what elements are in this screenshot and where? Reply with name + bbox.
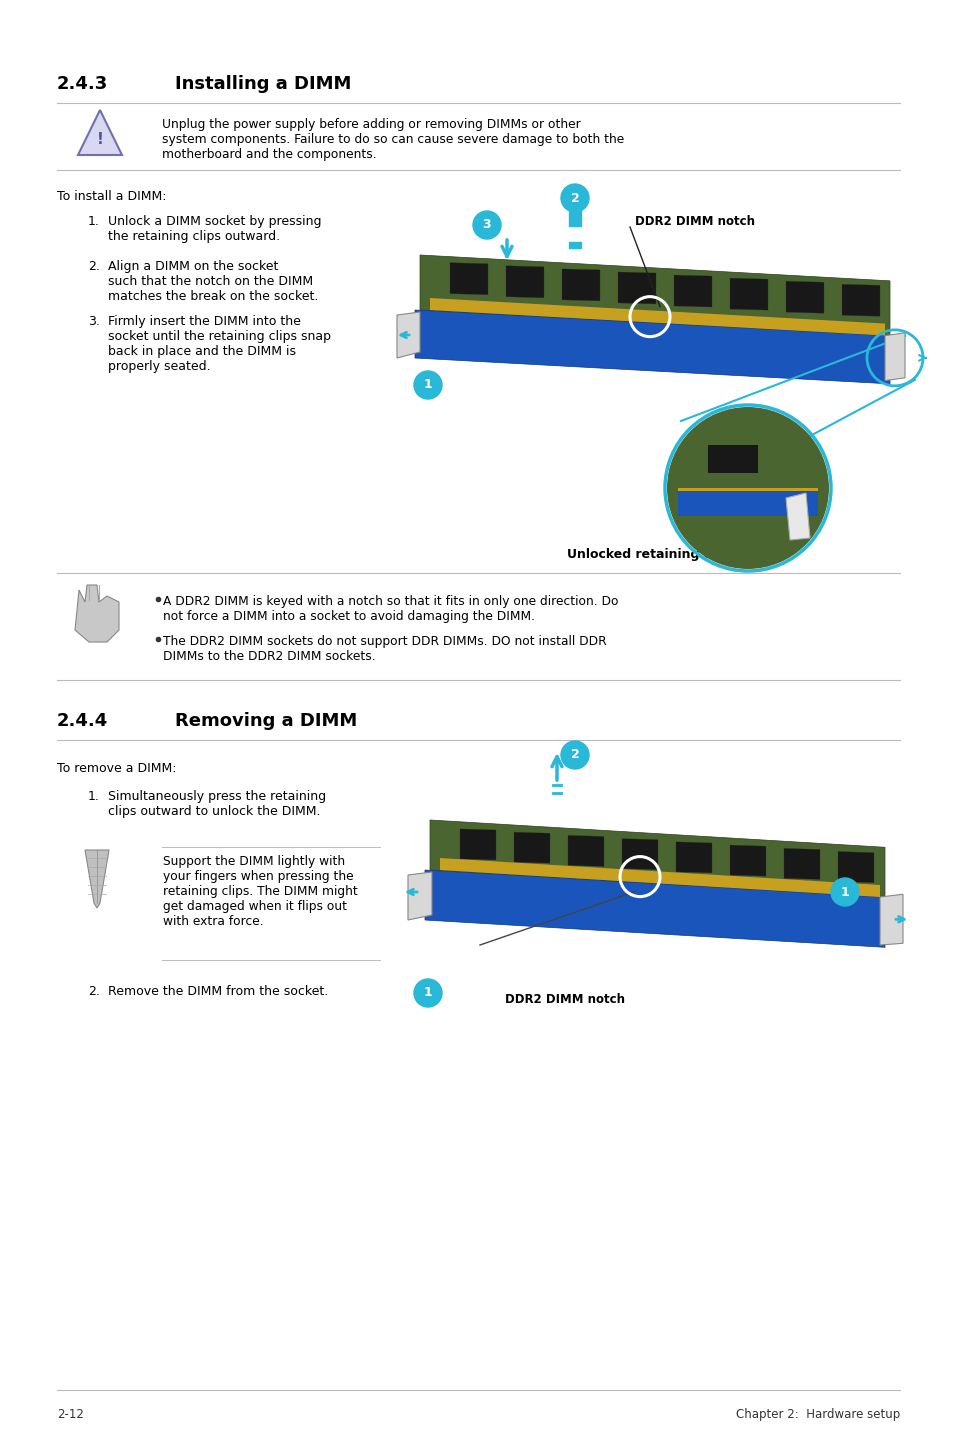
Polygon shape xyxy=(396,312,419,358)
Circle shape xyxy=(560,184,588,211)
Polygon shape xyxy=(439,858,879,897)
Text: 1: 1 xyxy=(840,886,848,899)
Text: motherboard and the components.: motherboard and the components. xyxy=(162,148,376,161)
Text: 1.: 1. xyxy=(88,216,100,229)
Polygon shape xyxy=(729,278,767,311)
Text: 2.: 2. xyxy=(88,260,100,273)
Bar xyxy=(568,209,580,226)
Polygon shape xyxy=(505,266,543,298)
Text: Support the DIMM lightly with
your fingers when pressing the
retaining clips. Th: Support the DIMM lightly with your finge… xyxy=(163,856,357,928)
Text: Unlocked retaining clip: Unlocked retaining clip xyxy=(567,548,728,561)
Bar xyxy=(568,242,580,247)
Text: 1.: 1. xyxy=(88,789,100,802)
Polygon shape xyxy=(879,894,902,945)
Polygon shape xyxy=(78,109,122,155)
Polygon shape xyxy=(621,838,658,870)
Text: 1: 1 xyxy=(423,986,432,999)
Polygon shape xyxy=(514,833,550,863)
Polygon shape xyxy=(561,269,599,301)
Text: Remove the DIMM from the socket.: Remove the DIMM from the socket. xyxy=(108,985,328,998)
Text: A DDR2 DIMM is keyed with a notch so that it fits in only one direction. Do
not : A DDR2 DIMM is keyed with a notch so tha… xyxy=(163,595,618,623)
Text: 2: 2 xyxy=(570,191,578,204)
Polygon shape xyxy=(837,851,873,883)
Circle shape xyxy=(560,741,588,769)
Polygon shape xyxy=(419,255,889,336)
Text: 2.: 2. xyxy=(88,985,100,998)
Polygon shape xyxy=(450,263,488,295)
Polygon shape xyxy=(783,848,820,880)
Polygon shape xyxy=(676,841,711,873)
Text: The DDR2 DIMM sockets do not support DDR DIMMs. DO not install DDR
DIMMs to the : The DDR2 DIMM sockets do not support DDR… xyxy=(163,636,606,663)
Text: 2.4.3: 2.4.3 xyxy=(57,75,108,93)
Polygon shape xyxy=(785,493,809,541)
Polygon shape xyxy=(85,850,109,907)
Text: DDR2 DIMM notch: DDR2 DIMM notch xyxy=(635,216,754,229)
Polygon shape xyxy=(424,870,884,948)
Polygon shape xyxy=(884,332,904,381)
Text: Unlock a DIMM socket by pressing
the retaining clips outward.: Unlock a DIMM socket by pressing the ret… xyxy=(108,216,321,243)
Polygon shape xyxy=(618,272,656,303)
Text: Simultaneously press the retaining
clips outward to unlock the DIMM.: Simultaneously press the retaining clips… xyxy=(108,789,326,818)
Text: 2: 2 xyxy=(570,749,578,762)
Circle shape xyxy=(414,371,441,398)
Circle shape xyxy=(666,407,828,569)
Polygon shape xyxy=(415,311,889,384)
Circle shape xyxy=(830,879,858,906)
Circle shape xyxy=(473,211,500,239)
Bar xyxy=(678,490,817,516)
Text: system components. Failure to do so can cause severe damage to both the: system components. Failure to do so can … xyxy=(162,132,623,147)
Polygon shape xyxy=(75,585,119,641)
Text: Unplug the power supply before adding or removing DIMMs or other: Unplug the power supply before adding or… xyxy=(162,118,580,131)
Polygon shape xyxy=(408,871,432,920)
Text: 2.4.4: 2.4.4 xyxy=(57,712,108,731)
Polygon shape xyxy=(430,298,884,335)
Polygon shape xyxy=(430,820,884,897)
Text: To remove a DIMM:: To remove a DIMM: xyxy=(57,762,176,775)
Text: 3.: 3. xyxy=(88,315,100,328)
Text: DDR2 DIMM notch: DDR2 DIMM notch xyxy=(504,994,624,1007)
Polygon shape xyxy=(459,828,496,860)
Text: 3: 3 xyxy=(482,219,491,232)
Bar xyxy=(678,487,817,500)
Text: To install a DIMM:: To install a DIMM: xyxy=(57,190,167,203)
Text: !: ! xyxy=(96,131,103,147)
Text: 2-12: 2-12 xyxy=(57,1408,84,1421)
Bar xyxy=(707,444,758,473)
Text: Chapter 2:  Hardware setup: Chapter 2: Hardware setup xyxy=(735,1408,899,1421)
Polygon shape xyxy=(673,275,711,308)
Text: Align a DIMM on the socket
such that the notch on the DIMM
matches the break on : Align a DIMM on the socket such that the… xyxy=(108,260,318,303)
Text: 1: 1 xyxy=(423,378,432,391)
Polygon shape xyxy=(567,835,603,867)
Polygon shape xyxy=(841,285,879,316)
Polygon shape xyxy=(729,846,765,876)
Text: Removing a DIMM: Removing a DIMM xyxy=(174,712,356,731)
Circle shape xyxy=(414,979,441,1007)
Polygon shape xyxy=(785,282,823,313)
Text: Installing a DIMM: Installing a DIMM xyxy=(174,75,351,93)
Text: Firmly insert the DIMM into the
socket until the retaining clips snap
back in pl: Firmly insert the DIMM into the socket u… xyxy=(108,315,331,372)
